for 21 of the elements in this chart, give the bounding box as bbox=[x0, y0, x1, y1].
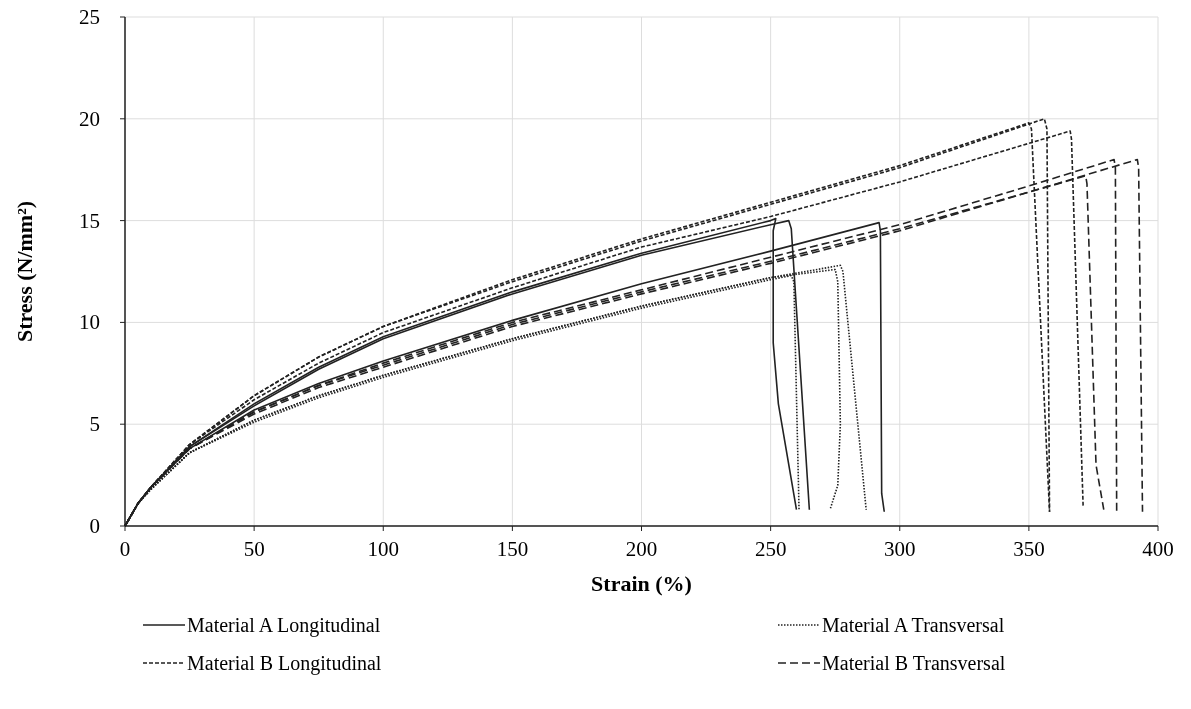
x-axis-title: Strain (%) bbox=[591, 571, 692, 596]
legend-label: Material A Longitudinal bbox=[187, 614, 381, 637]
x-tick-label: 50 bbox=[243, 537, 265, 561]
x-tick-label: 200 bbox=[625, 537, 658, 561]
y-tick-label: 0 bbox=[89, 514, 100, 538]
x-tick-label: 300 bbox=[884, 537, 916, 561]
legend-label: Material B Longitudinal bbox=[187, 652, 382, 675]
y-tick-label: 20 bbox=[79, 106, 100, 131]
y-tick-label: 5 bbox=[89, 412, 100, 437]
y-axis-title: Stress (N/mm²) bbox=[12, 200, 37, 343]
y-tick-label: 10 bbox=[79, 310, 100, 335]
x-tick-label: 400 bbox=[1142, 537, 1174, 561]
y-tick-label: 25 bbox=[79, 5, 100, 29]
legend-label: Material B Transversal bbox=[822, 652, 1006, 674]
x-tick-label: 350 bbox=[1013, 537, 1045, 561]
legend-label: Material A Transversal bbox=[822, 614, 1005, 636]
x-tick-label: 100 bbox=[367, 537, 399, 561]
x-tick-label: 150 bbox=[496, 537, 529, 561]
x-tick-label: 250 bbox=[754, 537, 787, 561]
y-tick-label: 15 bbox=[79, 208, 100, 233]
x-tick-label: 0 bbox=[119, 537, 131, 561]
